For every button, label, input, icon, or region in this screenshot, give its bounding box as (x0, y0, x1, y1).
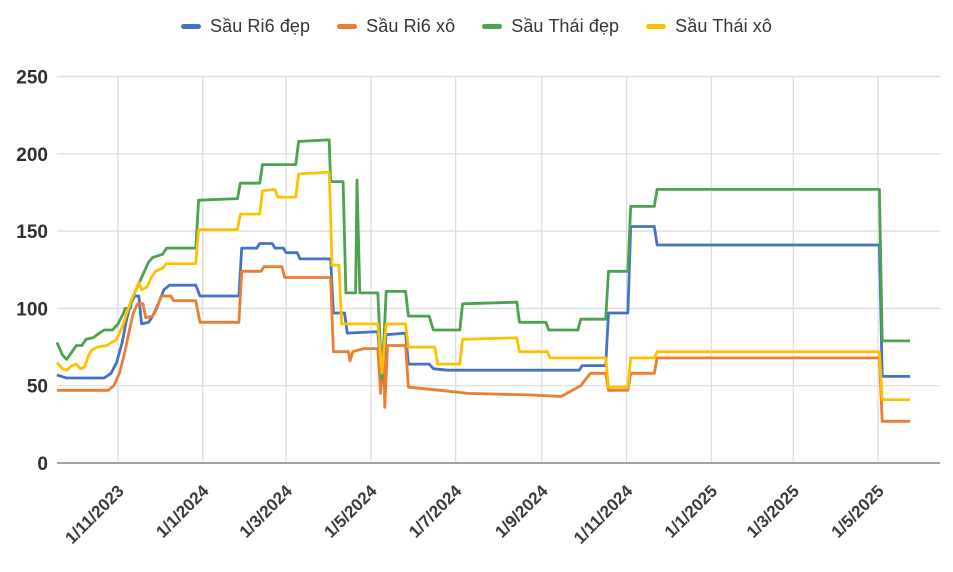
y-tick-label: 100 (16, 299, 48, 320)
legend-marker-sau-thai-xo (646, 24, 667, 29)
series-line-sau-thai-dep (55, 138, 910, 381)
legend-label: Sầu Thái đẹp (511, 16, 620, 36)
x-tick-label: 1/5/2024 (320, 481, 381, 542)
gridlines (57, 75, 940, 463)
legend-marker-sau-ri6-xo (337, 24, 358, 29)
legend-marker-sau-ri6-dep (180, 24, 201, 29)
x-tick-label: 1/1/2024 (152, 481, 213, 542)
series-line-sau-ri6-dep (56, 225, 910, 385)
x-tick-label: 1/11/2024 (570, 481, 637, 548)
x-tick-label: 1/5/2025 (828, 481, 888, 541)
x-tick-label: 1/11/2023 (62, 481, 128, 547)
x-axis-labels: 1/11/2023 1/1/2024 1/3/2024 1/5/2024 1/7/202… (62, 481, 888, 548)
x-tick-label: 1/9/2024 (491, 481, 552, 542)
legend-item-sau-ri6-dep: Sầu Ri6 đẹp (180, 16, 311, 37)
legend-item-sau-thai-xo: Sầu Thái xô (646, 16, 772, 37)
chart-legend: Sầu Ri6 đẹp Sầu Ri6 xô Sầu Thái đẹp Sầu Thá… (0, 16, 953, 37)
y-axis-labels: 0 50 100 150 200 250 (16, 68, 48, 476)
legend-label: Sầu Ri6 xô (366, 16, 456, 36)
y-tick-label: 250 (16, 68, 48, 89)
legend-marker-sau-thai-dep (482, 24, 503, 29)
legend-label: Sầu Ri6 đẹp (209, 16, 311, 36)
series-line-sau-thai-xo (55, 170, 910, 402)
legend-item-sau-thai-dep: Sầu Thái đẹp (482, 16, 619, 37)
y-tick-label: 0 (37, 454, 48, 475)
x-tick-label: 1/1/2025 (661, 481, 721, 541)
y-tick-label: 150 (16, 222, 48, 243)
legend-item-sau-ri6-xo: Sầu Ri6 xô (337, 16, 455, 37)
y-tick-label: 200 (16, 145, 48, 166)
series-line-sau-ri6-xo (56, 265, 910, 423)
legend-label: Sầu Thái xô (675, 16, 773, 36)
x-tick-label: 1/7/2024 (405, 481, 466, 542)
x-tick-label: 1/3/2024 (236, 481, 297, 542)
y-tick-label: 50 (27, 377, 48, 398)
x-tick-label: 1/3/2025 (743, 481, 803, 541)
